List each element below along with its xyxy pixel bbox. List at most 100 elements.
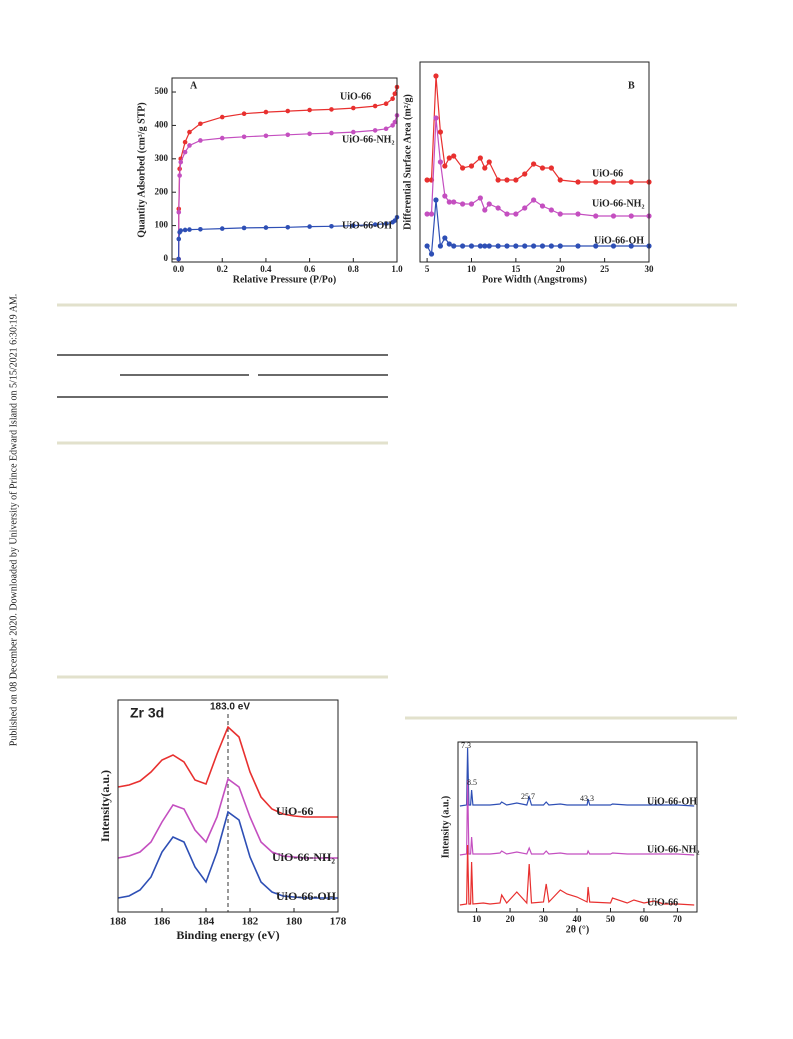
data-point [182,149,188,155]
data-point [575,179,581,185]
series-label: UiO-66-NH₂ [647,844,699,855]
x-tick-label: 20 [506,914,516,924]
sidebar-note: Published on 08 December 2020. Downloade… [8,294,19,746]
data-point [486,159,492,165]
series-label: UiO-66 [276,804,313,818]
data-point [557,243,563,249]
data-point [482,165,488,171]
x-tick-label: 10 [472,914,482,924]
x-tick-label: 178 [330,916,347,928]
chart: 10 20 30 40 50 60 70 2θ (°) Intensity (a.u.) UiO-… [440,741,699,935]
series-label: UiO-66 [647,897,678,908]
data-point [433,115,439,121]
data-point [372,222,378,227]
x-tick-label: 0.6 [304,264,316,274]
data-point [372,128,378,133]
x-tick-label: 184 [198,916,215,928]
data-point [176,236,182,242]
data-point [428,251,435,257]
data-point [176,209,182,215]
x-tick-label: 188 [110,916,127,928]
data-point [557,177,563,183]
series-line [117,810,338,899]
x-tick-label: 20 [556,264,566,274]
data-point [307,131,312,137]
data-point [610,213,617,219]
y-axis-label: Quantity Adsorbed (cm³/g STP) [136,102,147,238]
x-axis-label: 2θ (°) [566,924,589,935]
data-point [446,241,452,247]
data-point [628,243,634,249]
data-point [522,205,528,211]
x-tick-label: 180 [286,916,303,928]
data-point [329,107,334,112]
panel-label: Zr 3d [130,705,164,721]
data-point [182,227,188,233]
y-tick-label: 500 [155,86,169,96]
x-tick-label: 0.8 [348,264,360,274]
peak-label: 43.3 [580,794,594,803]
data-point [372,103,378,109]
data-point [610,243,617,249]
x-tick-label: 10 [467,264,477,274]
rules [57,303,737,720]
x-tick-label: 0.0 [173,264,185,274]
data-point [392,218,398,223]
x-axis-label: Relative Pressure (P/Po) [233,274,337,285]
data-point [539,165,546,171]
data-point [329,223,334,229]
data-point [178,159,184,165]
series-label: UiO-66-OH [647,796,697,807]
data-point [451,199,457,205]
x-tick-label: 5 [425,264,430,274]
data-point [424,211,430,217]
data-point [460,201,466,207]
data-point [593,213,599,219]
data-point [548,165,554,171]
data-point [610,179,617,185]
x-tick-label: 182 [242,916,259,928]
plot-frame [457,741,698,913]
annotation: 183.0 eV [210,702,250,713]
x-tick-label: 25 [600,264,610,274]
data-point [513,243,519,249]
x-tick-label: 40 [573,914,583,924]
x-tick-label: 1.0 [391,264,403,274]
data-point [241,111,247,117]
data-point [575,243,581,249]
data-point [424,177,430,183]
data-point [219,226,225,231]
chart: 188 186 184 182 180 178 Binding energy (eV) Int… [98,699,347,942]
data-point [390,123,395,128]
series-line [459,844,695,906]
data-point [468,163,475,169]
y-tick-label: 300 [155,153,169,163]
peak-label: 8.5 [467,778,477,787]
plot-frame [419,61,650,263]
data-point [176,256,181,262]
x-tick-label: 70 [673,914,683,924]
data-point [383,101,389,107]
data-point [446,199,452,205]
data-point [187,129,192,135]
data-point [307,224,312,229]
y-tick-label: 0 [164,253,169,263]
data-point [495,177,501,183]
series-label: UiO-66-NH₂ [272,850,335,864]
data-point [383,126,389,132]
data-point [593,179,599,185]
data-point [477,243,483,249]
data-point [263,225,269,230]
data-point [428,211,435,217]
series-label: UiO-66-NH₂ [342,134,394,145]
x-tick-label: 186 [154,916,171,928]
data-point [442,235,448,241]
data-point [486,243,492,249]
series-label: UiO-66-NH₂ [592,198,644,209]
data-point [285,108,291,114]
x-tick-label: 0.4 [260,264,272,274]
series-label: UiO-66 [340,91,371,102]
x-tick-label: 60 [639,914,649,924]
series-label: UiO-66-OH [276,889,337,903]
